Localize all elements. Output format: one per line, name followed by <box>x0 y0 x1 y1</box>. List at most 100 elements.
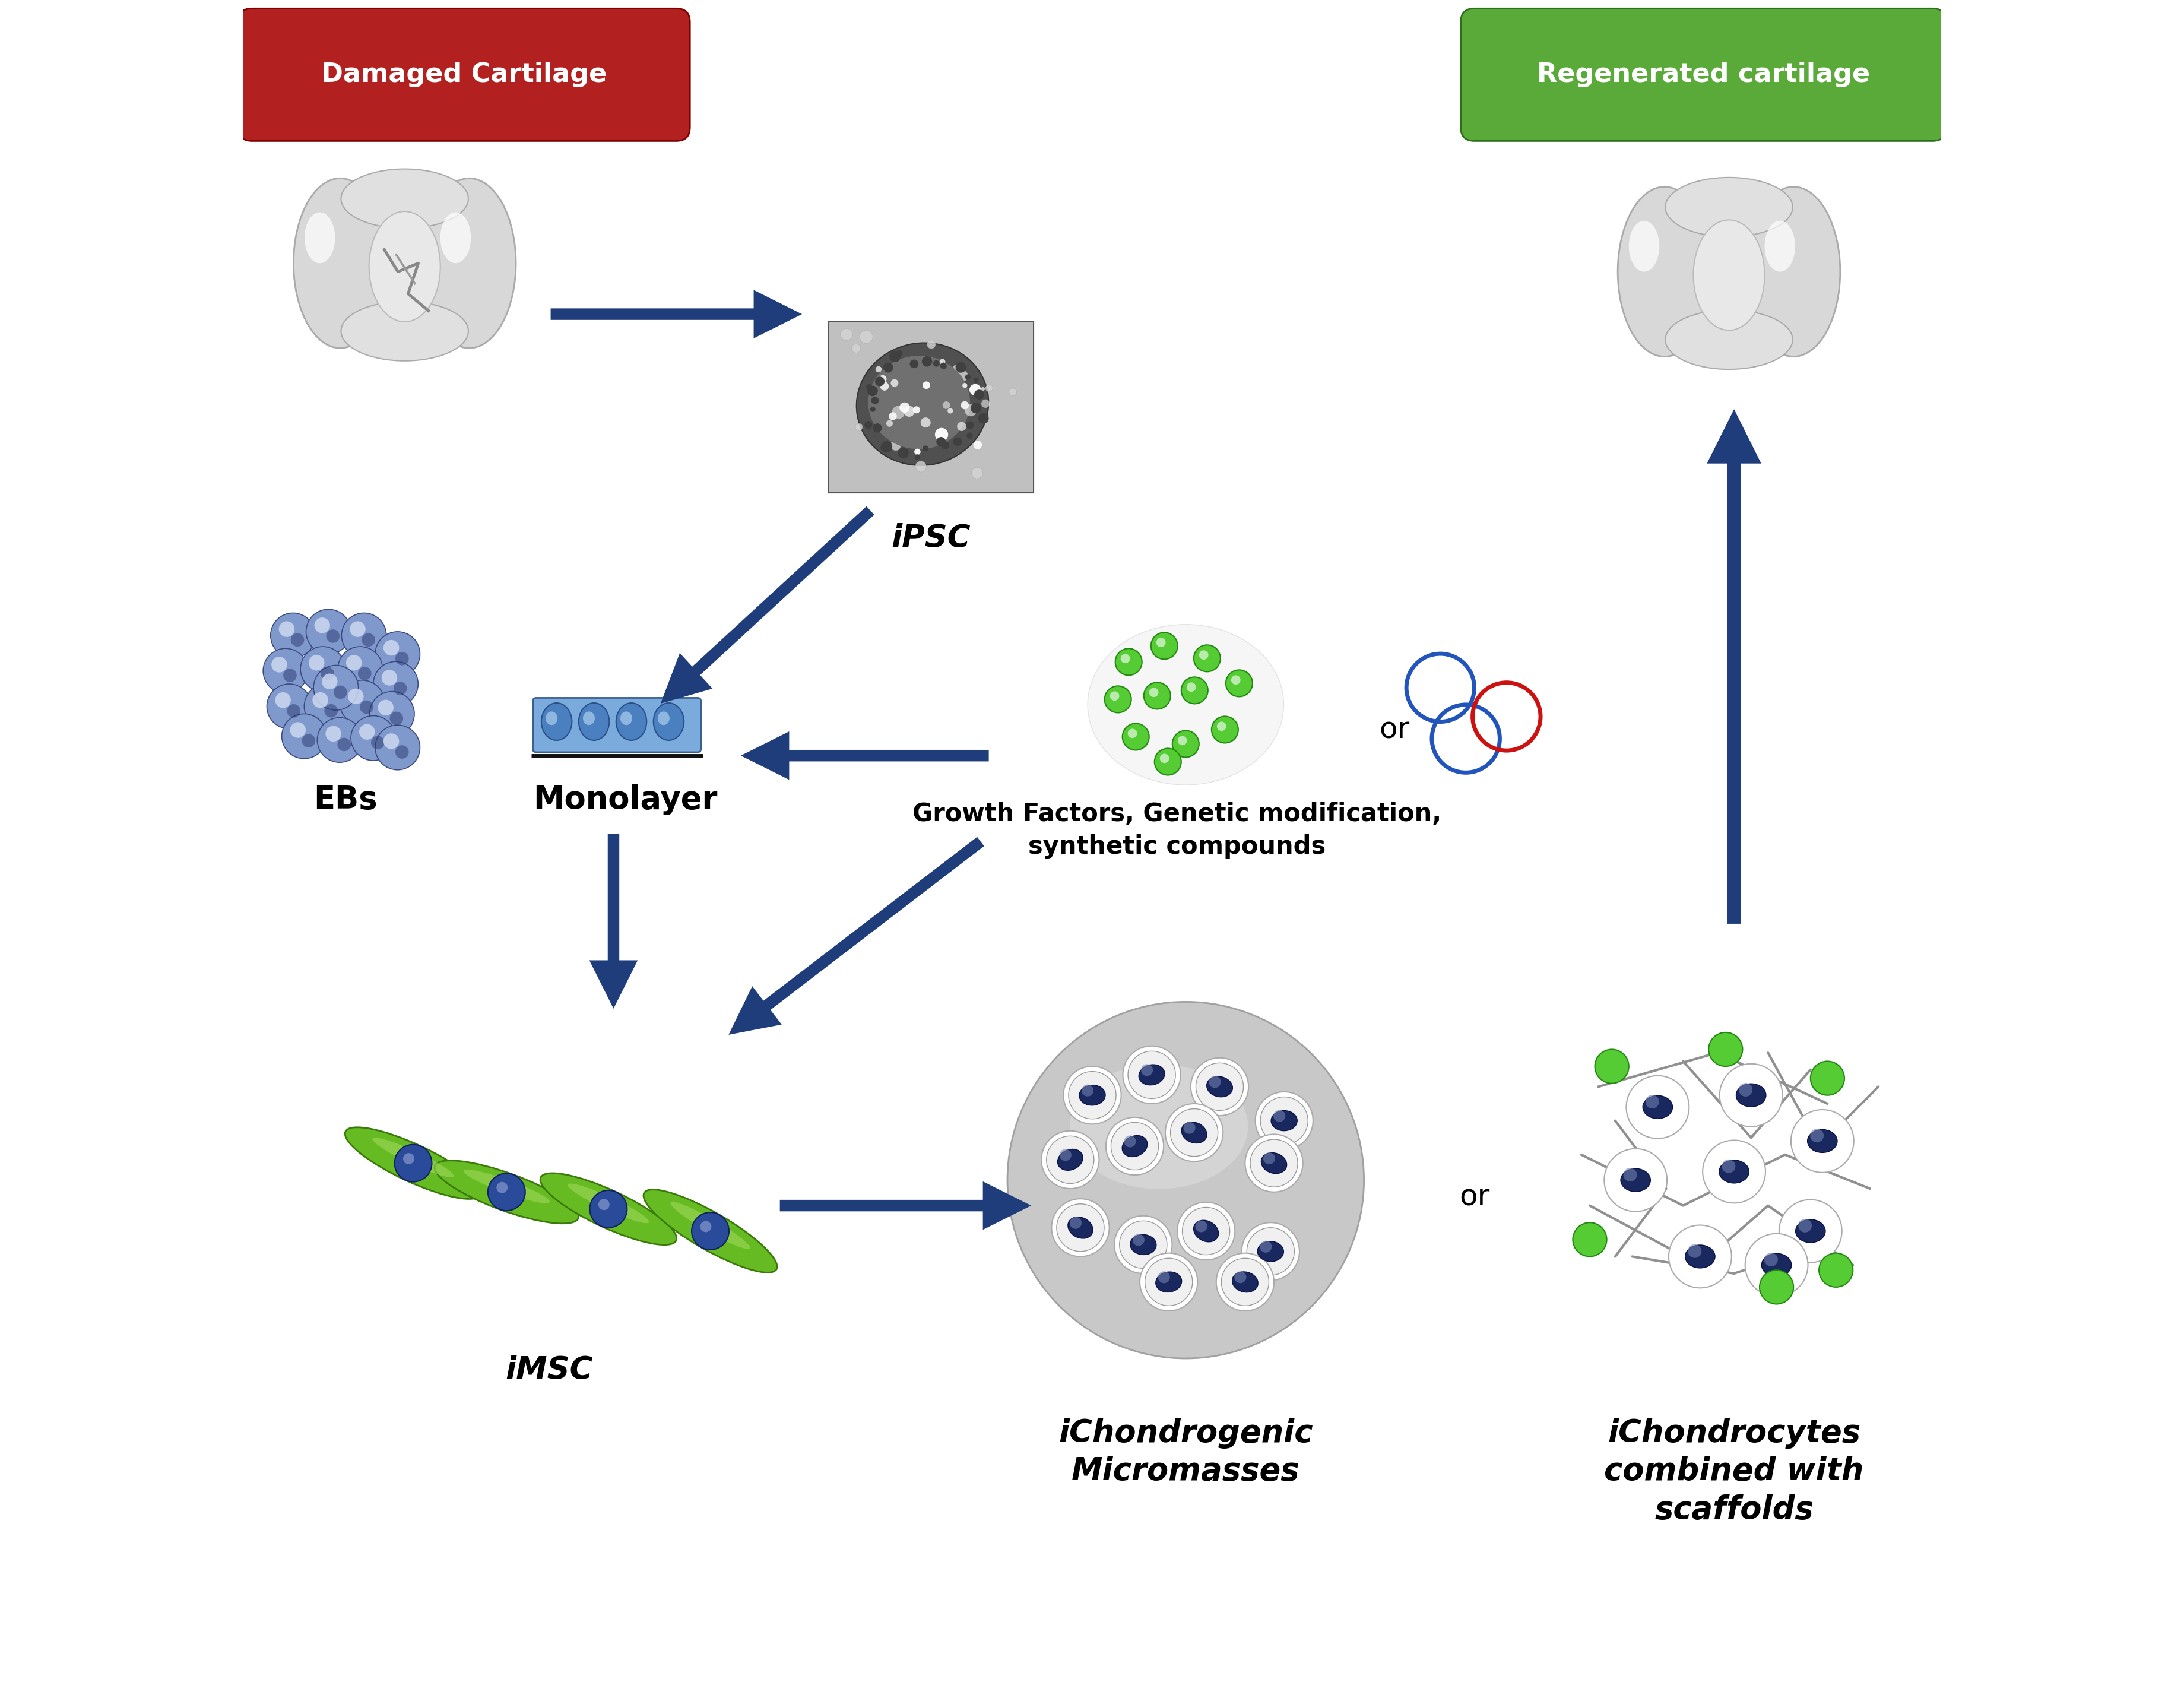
Circle shape <box>1221 1258 1269 1306</box>
Circle shape <box>915 462 926 472</box>
Circle shape <box>1719 1063 1782 1127</box>
Circle shape <box>1688 1245 1701 1258</box>
Circle shape <box>972 467 983 479</box>
Circle shape <box>395 1144 432 1182</box>
Ellipse shape <box>1664 178 1793 238</box>
Circle shape <box>314 666 358 710</box>
Circle shape <box>1127 1051 1175 1099</box>
Circle shape <box>948 408 952 414</box>
Circle shape <box>1177 735 1186 745</box>
Circle shape <box>1249 1139 1297 1187</box>
Circle shape <box>358 723 376 740</box>
Circle shape <box>1273 1110 1284 1122</box>
Circle shape <box>301 647 345 691</box>
Ellipse shape <box>1719 1160 1749 1184</box>
Ellipse shape <box>1736 1083 1765 1107</box>
Circle shape <box>1241 1223 1299 1280</box>
Ellipse shape <box>1088 625 1284 784</box>
Circle shape <box>1186 683 1195 691</box>
Circle shape <box>384 734 400 749</box>
Circle shape <box>974 440 983 450</box>
Circle shape <box>395 652 408 666</box>
Circle shape <box>339 681 384 725</box>
Ellipse shape <box>1068 1217 1092 1238</box>
Circle shape <box>1216 722 1225 730</box>
Ellipse shape <box>1760 1253 1791 1277</box>
Circle shape <box>378 700 393 715</box>
Circle shape <box>974 377 978 382</box>
FancyArrowPatch shape <box>598 834 629 995</box>
Circle shape <box>1182 678 1208 703</box>
Circle shape <box>891 406 904 419</box>
Circle shape <box>1046 1136 1094 1184</box>
Ellipse shape <box>435 1160 579 1224</box>
Circle shape <box>1070 1217 1081 1229</box>
Circle shape <box>598 1199 609 1211</box>
Circle shape <box>871 397 878 404</box>
Ellipse shape <box>341 168 467 229</box>
Ellipse shape <box>1693 221 1765 329</box>
Circle shape <box>876 367 882 372</box>
Circle shape <box>937 436 946 447</box>
Circle shape <box>1262 1153 1275 1165</box>
Circle shape <box>341 613 387 657</box>
Ellipse shape <box>1129 1234 1155 1255</box>
Text: or: or <box>1459 1184 1489 1211</box>
Ellipse shape <box>579 703 609 740</box>
Circle shape <box>1081 1085 1094 1097</box>
Circle shape <box>926 340 935 348</box>
Circle shape <box>1212 717 1238 744</box>
FancyArrowPatch shape <box>1717 424 1749 924</box>
Circle shape <box>891 379 898 387</box>
Circle shape <box>922 357 933 367</box>
Circle shape <box>1738 1083 1752 1097</box>
Ellipse shape <box>1684 1245 1714 1268</box>
Circle shape <box>290 722 306 739</box>
Ellipse shape <box>1765 221 1795 272</box>
Circle shape <box>1669 1226 1732 1287</box>
Text: iMSC: iMSC <box>505 1355 592 1386</box>
Circle shape <box>1140 1065 1153 1077</box>
Circle shape <box>915 455 919 460</box>
Circle shape <box>1190 1058 1249 1116</box>
Text: iChondrocytes
combined with
scaffolds: iChondrocytes combined with scaffolds <box>1603 1418 1863 1525</box>
Circle shape <box>941 441 950 450</box>
Ellipse shape <box>616 703 646 740</box>
Circle shape <box>339 647 382 691</box>
Circle shape <box>1208 1077 1221 1088</box>
Ellipse shape <box>1621 1168 1651 1192</box>
Circle shape <box>876 377 885 385</box>
Circle shape <box>1116 649 1142 676</box>
Circle shape <box>1645 1095 1658 1109</box>
Circle shape <box>941 401 950 409</box>
Circle shape <box>308 655 325 671</box>
Circle shape <box>985 384 992 392</box>
Circle shape <box>1057 1204 1103 1251</box>
Circle shape <box>701 1221 712 1233</box>
Circle shape <box>1184 1122 1195 1134</box>
Circle shape <box>487 1173 524 1211</box>
Circle shape <box>358 667 371 681</box>
Circle shape <box>280 621 295 637</box>
Circle shape <box>952 438 961 447</box>
Circle shape <box>323 705 339 718</box>
Circle shape <box>965 421 974 430</box>
Ellipse shape <box>345 1127 480 1199</box>
Ellipse shape <box>1260 1153 1286 1173</box>
Circle shape <box>1149 688 1158 698</box>
Ellipse shape <box>583 711 594 725</box>
Circle shape <box>301 734 314 747</box>
Ellipse shape <box>867 357 970 450</box>
Ellipse shape <box>1155 1272 1182 1292</box>
Circle shape <box>363 633 376 647</box>
Circle shape <box>1109 691 1118 701</box>
Circle shape <box>321 667 334 681</box>
Circle shape <box>376 632 419 676</box>
Ellipse shape <box>568 1184 649 1223</box>
Circle shape <box>306 610 352 654</box>
Circle shape <box>1797 1219 1811 1233</box>
FancyBboxPatch shape <box>533 698 701 752</box>
Circle shape <box>1819 1253 1852 1287</box>
Circle shape <box>393 681 406 694</box>
Ellipse shape <box>1079 1085 1105 1105</box>
